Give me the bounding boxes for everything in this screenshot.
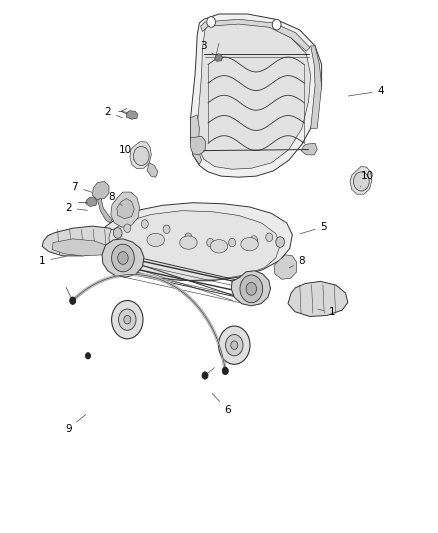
- Polygon shape: [274, 255, 297, 279]
- Text: 3: 3: [201, 41, 214, 55]
- Polygon shape: [191, 115, 201, 165]
- Text: 7: 7: [71, 182, 92, 192]
- Polygon shape: [105, 203, 292, 281]
- Polygon shape: [98, 198, 112, 223]
- Polygon shape: [102, 239, 144, 277]
- Polygon shape: [191, 136, 206, 155]
- Text: 1: 1: [39, 256, 66, 266]
- Circle shape: [246, 282, 257, 295]
- Circle shape: [118, 252, 128, 264]
- Text: 10: 10: [119, 144, 134, 160]
- Circle shape: [276, 237, 285, 247]
- Ellipse shape: [210, 240, 228, 253]
- Circle shape: [134, 147, 149, 165]
- Ellipse shape: [147, 233, 164, 247]
- Polygon shape: [197, 23, 311, 169]
- Ellipse shape: [241, 238, 258, 251]
- Circle shape: [163, 225, 170, 233]
- Circle shape: [231, 341, 238, 350]
- Text: 4: 4: [348, 86, 384, 96]
- Circle shape: [119, 309, 136, 330]
- Circle shape: [112, 301, 143, 339]
- Circle shape: [185, 233, 192, 241]
- Polygon shape: [52, 239, 111, 256]
- Polygon shape: [127, 111, 138, 119]
- Polygon shape: [117, 198, 134, 219]
- Circle shape: [226, 335, 243, 356]
- Circle shape: [251, 236, 258, 244]
- Circle shape: [207, 17, 215, 27]
- Polygon shape: [215, 54, 223, 61]
- Polygon shape: [288, 281, 348, 317]
- Text: 1: 1: [318, 306, 336, 317]
- Circle shape: [240, 275, 263, 303]
- Text: 5: 5: [300, 222, 327, 234]
- Circle shape: [353, 172, 369, 191]
- Polygon shape: [130, 142, 151, 168]
- Polygon shape: [311, 46, 321, 128]
- Polygon shape: [92, 181, 109, 199]
- Circle shape: [272, 19, 281, 30]
- Text: 10: 10: [360, 171, 374, 187]
- Text: 9: 9: [65, 415, 86, 434]
- Polygon shape: [86, 197, 97, 206]
- Circle shape: [85, 353, 91, 359]
- Circle shape: [112, 244, 134, 272]
- Circle shape: [113, 228, 122, 238]
- Text: 2: 2: [104, 107, 123, 118]
- Polygon shape: [111, 192, 140, 227]
- Circle shape: [124, 316, 131, 324]
- Polygon shape: [42, 226, 120, 256]
- Circle shape: [124, 224, 131, 232]
- Text: 2: 2: [65, 203, 88, 213]
- Polygon shape: [350, 166, 372, 194]
- Circle shape: [229, 238, 236, 247]
- Polygon shape: [148, 163, 158, 177]
- Ellipse shape: [180, 236, 197, 249]
- Polygon shape: [191, 14, 321, 177]
- Circle shape: [141, 220, 148, 228]
- Polygon shape: [201, 19, 310, 51]
- Circle shape: [70, 297, 76, 304]
- Polygon shape: [231, 271, 271, 306]
- Text: 8: 8: [109, 192, 122, 205]
- Circle shape: [202, 372, 208, 379]
- Circle shape: [219, 326, 250, 365]
- Text: 8: 8: [289, 256, 305, 268]
- Circle shape: [222, 367, 228, 375]
- Text: 6: 6: [212, 393, 231, 415]
- Polygon shape: [109, 211, 280, 280]
- Polygon shape: [301, 143, 317, 155]
- Circle shape: [207, 238, 214, 247]
- Circle shape: [266, 233, 273, 241]
